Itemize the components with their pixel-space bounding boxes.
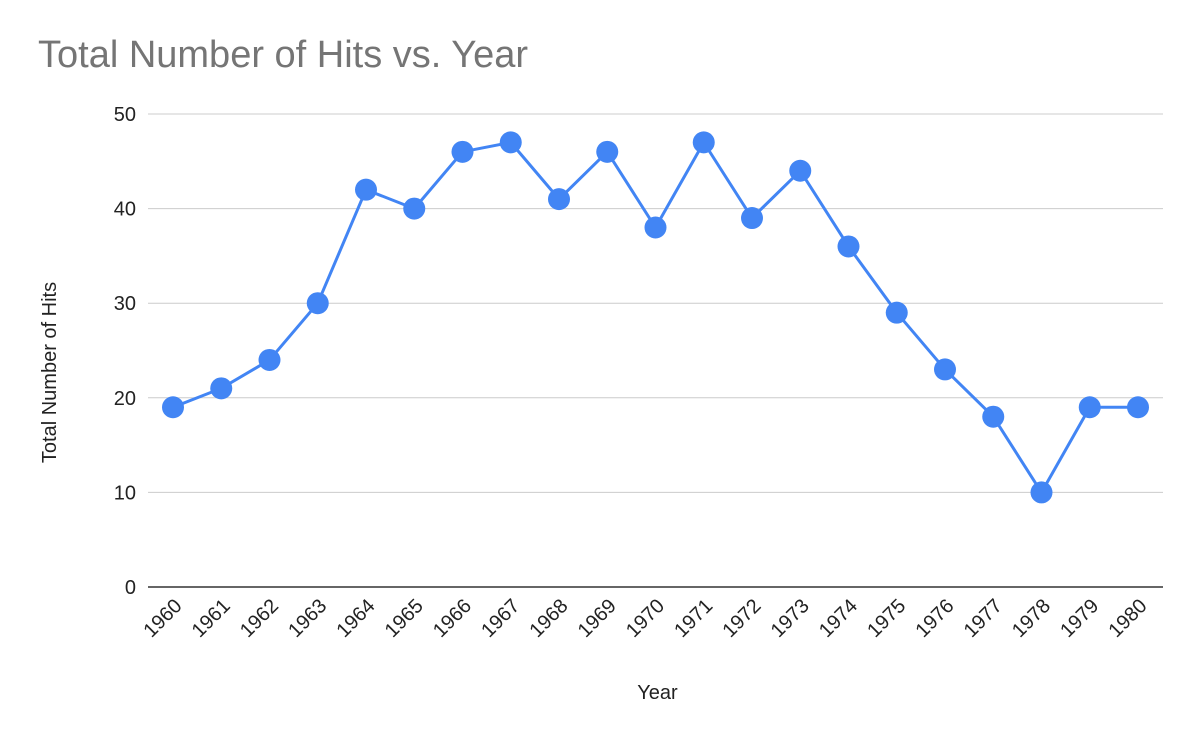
data-point <box>162 396 184 419</box>
x-tick-label: 1980 <box>1105 595 1152 642</box>
x-tick-label: 1969 <box>574 595 621 642</box>
x-tick-label: 1972 <box>719 595 766 642</box>
data-point <box>837 235 860 258</box>
x-tick-label: 1979 <box>1056 595 1103 642</box>
data-point <box>210 377 233 400</box>
y-tick-label: 0 <box>125 577 136 599</box>
data-point <box>1078 396 1101 419</box>
x-tick-label: 1966 <box>429 595 476 642</box>
y-tick-label: 50 <box>114 104 136 126</box>
x-tick-label: 1960 <box>140 595 187 642</box>
y-tick-label: 10 <box>114 482 136 504</box>
x-tick-label: 1964 <box>333 595 380 642</box>
data-point <box>306 292 329 315</box>
x-tick-label: 1965 <box>381 595 428 642</box>
y-tick-label: 20 <box>114 388 136 410</box>
y-tick-label: 30 <box>114 293 136 315</box>
data-point <box>403 197 426 220</box>
chart-title: Total Number of Hits vs. Year <box>38 34 528 76</box>
x-tick-label: 1976 <box>912 595 959 642</box>
data-point <box>451 140 474 163</box>
data-point <box>934 358 956 381</box>
x-tick-label: 1971 <box>670 595 717 642</box>
series-points <box>162 131 1149 504</box>
x-tick-label: 1968 <box>526 595 573 642</box>
data-point <box>692 131 715 154</box>
x-tick-label: 1963 <box>284 595 331 642</box>
x-tick-label: 1974 <box>815 595 862 642</box>
x-tick-label: 1970 <box>622 595 669 642</box>
data-point <box>644 216 667 239</box>
series-line-layer <box>171 140 1140 494</box>
data-point <box>499 131 522 154</box>
data-point <box>885 301 908 324</box>
x-axis-title: Year <box>637 682 678 704</box>
data-point <box>596 140 619 163</box>
x-tick-label: 1977 <box>960 595 1007 642</box>
gridlines <box>148 113 1163 588</box>
x-tick-label: 1973 <box>767 595 814 642</box>
y-axis-ticks: 0 10 20 30 40 50 <box>114 104 136 599</box>
x-axis-ticks: 1960 1961 1962 1963 1964 1965 1966 1967 1968 1969… <box>140 595 1152 642</box>
x-tick-label: 1978 <box>1008 595 1055 642</box>
x-tick-label: 1975 <box>863 595 910 642</box>
x-tick-label: 1961 <box>188 595 235 642</box>
data-point <box>355 178 377 201</box>
data-point <box>982 405 1005 428</box>
series-line <box>171 140 1140 494</box>
data-point <box>258 348 281 371</box>
y-axis-title: Total Number of Hits <box>39 282 61 463</box>
x-tick-label: 1962 <box>236 595 283 642</box>
data-point <box>548 188 570 211</box>
data-point <box>741 207 763 230</box>
data-point <box>1127 396 1149 419</box>
data-point <box>1030 481 1053 504</box>
x-tick-label: 1967 <box>477 595 524 642</box>
data-point <box>789 159 812 182</box>
y-tick-label: 40 <box>114 199 136 221</box>
